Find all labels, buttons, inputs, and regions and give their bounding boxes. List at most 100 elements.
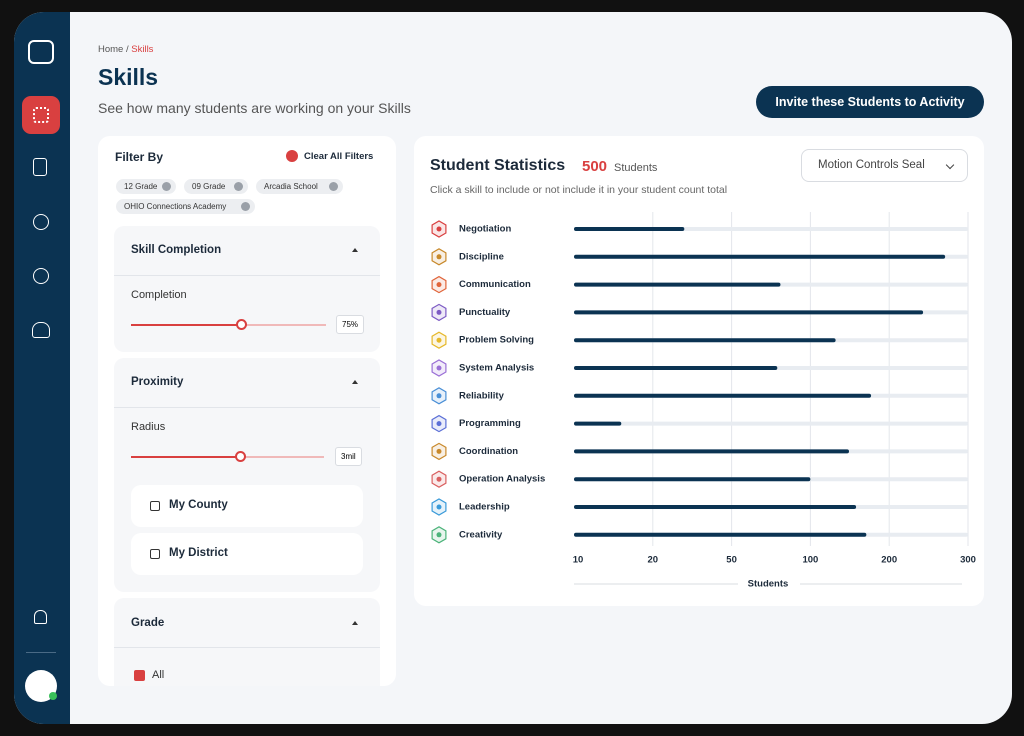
page-title: Skills [98, 64, 159, 90]
category-label[interactable]: Problem Solving [459, 335, 534, 346]
category-label[interactable]: Reliability [459, 390, 505, 401]
skill-icon-dot [436, 421, 442, 427]
category-label[interactable]: Operation Analysis [459, 474, 545, 485]
stats-title: Student Statistics [430, 157, 566, 174]
section-title[interactable]: Grade [131, 617, 165, 629]
slider-fill [131, 456, 241, 458]
bar-track [574, 421, 968, 426]
skill-dropdown[interactable]: Motion Controls Seal [801, 149, 968, 182]
chip-remove[interactable] [234, 182, 243, 191]
crumb-home[interactable]: Home / [98, 44, 129, 55]
logo[interactable] [28, 40, 54, 64]
axis-label-bg [738, 576, 800, 592]
x-tick-label: 50 [726, 555, 737, 566]
checkbox[interactable] [150, 501, 160, 511]
category-label[interactable]: Creativity [459, 529, 503, 540]
status-dot [49, 692, 57, 700]
x-tick-label: 200 [881, 555, 897, 566]
bar[interactable] [574, 505, 857, 509]
bar[interactable] [574, 310, 924, 315]
skill-icon-dot [436, 476, 442, 482]
x-axis-label: Students [748, 579, 789, 590]
text: 09 Grade [192, 182, 226, 191]
bar[interactable] [574, 449, 850, 454]
text: Motion Controls Seal [818, 159, 925, 171]
x-tick-label: 300 [960, 555, 976, 566]
chip-remove[interactable] [162, 182, 171, 191]
clear-icon [286, 150, 298, 162]
bar[interactable] [574, 393, 872, 398]
page-subtitle: See how many students are working on you… [98, 100, 411, 116]
bar[interactable] [574, 338, 836, 343]
skill-icon-dot [436, 337, 442, 343]
option-label[interactable]: All [152, 669, 165, 681]
skill-icon-dot [436, 393, 442, 399]
option-card[interactable] [131, 485, 363, 527]
category-label[interactable]: Leadership [459, 502, 510, 513]
category-label[interactable]: Communication [459, 279, 531, 290]
bar[interactable] [574, 532, 867, 537]
chip: Arcadia School [256, 179, 343, 194]
divider [26, 652, 56, 653]
nav-skills[interactable] [33, 214, 49, 230]
chip-remove[interactable] [241, 202, 250, 211]
slider-knob[interactable] [236, 319, 247, 330]
breadcrumb: Home / Skills [98, 44, 153, 55]
clear-filters[interactable]: Clear All Filters [304, 151, 374, 162]
x-tick-label: 10 [573, 555, 584, 566]
option-label[interactable]: My District [169, 547, 228, 559]
bar[interactable] [574, 282, 781, 287]
x-tick-label: 20 [648, 555, 659, 566]
option-label[interactable]: My County [169, 499, 228, 511]
nav-documents[interactable] [33, 158, 47, 176]
bar[interactable] [574, 421, 622, 426]
chip: 09 Grade [184, 179, 248, 194]
slider-fill [131, 324, 242, 326]
invite-button[interactable]: Invite these Students to Activity [756, 86, 984, 118]
skill-icon-dot [436, 532, 442, 538]
notifications[interactable] [34, 610, 47, 624]
nav-icon [33, 107, 49, 123]
bar[interactable] [574, 254, 946, 259]
skill-completion-card [114, 226, 380, 352]
category-label[interactable]: Negotiation [459, 224, 511, 235]
bar[interactable] [574, 477, 811, 482]
category-label[interactable]: Discipline [459, 251, 504, 262]
collapse[interactable] [352, 380, 358, 384]
collapse[interactable] [352, 621, 358, 625]
divider [114, 407, 380, 408]
skill-icon-dot [436, 504, 442, 510]
skill-icon-dot [436, 365, 442, 371]
x-tick-label: 100 [802, 555, 818, 566]
text: Arcadia School [264, 182, 318, 191]
skill-icon-dot [436, 254, 442, 260]
bar[interactable] [574, 227, 685, 231]
category-label[interactable]: Programming [459, 418, 521, 429]
chip: OHIO Connections Academy [116, 199, 255, 214]
nav-activities[interactable] [33, 268, 49, 284]
checkbox[interactable] [150, 549, 160, 559]
bar[interactable] [574, 366, 778, 370]
filter-title: Filter By [115, 150, 164, 164]
stats-hint: Click a skill to include or not include … [430, 184, 728, 196]
skill-icon-dot [436, 226, 442, 232]
option-card[interactable] [131, 533, 363, 575]
slider-label: Completion [131, 289, 187, 301]
section-title[interactable]: Skill Completion [131, 244, 222, 256]
category-label[interactable]: System Analysis [459, 363, 534, 374]
category-label[interactable]: Punctuality [459, 307, 511, 318]
text: OHIO Connections Academy [124, 202, 227, 211]
nav-dashboard[interactable] [22, 96, 60, 134]
slider-knob[interactable] [235, 451, 246, 462]
count-unit: Students [614, 162, 658, 174]
category-label[interactable]: Coordination [459, 446, 518, 457]
section-title[interactable]: Proximity [131, 376, 184, 388]
text: 12 Grade [124, 182, 158, 191]
checkbox-checked[interactable] [134, 670, 145, 681]
chip-remove[interactable] [329, 182, 338, 191]
skill-icon-dot [436, 448, 442, 454]
collapse[interactable] [352, 248, 358, 252]
nav-users[interactable] [32, 322, 50, 338]
